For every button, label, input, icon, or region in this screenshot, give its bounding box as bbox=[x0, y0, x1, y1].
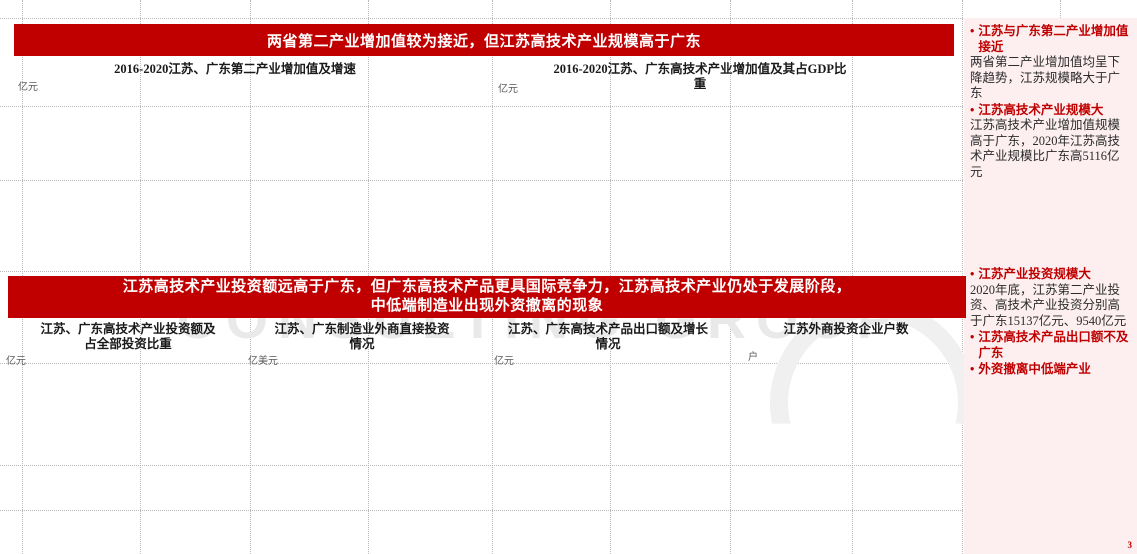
chart-hightech-exports: 江苏、广东高技术产品出口额及增长情况 亿元 bbox=[494, 322, 749, 537]
sidebar-body: 两省第二产业增加值均呈下降趋势，江苏规模略大于广东 bbox=[970, 55, 1121, 100]
chart3-plot bbox=[56, 372, 196, 467]
sidebar-body: 2020年底，江苏第二产业投资、高技术产业投资分别高于广东15137亿元、954… bbox=[970, 282, 1127, 328]
sidebar-bullet: • 江苏与广东第二产业增加值接近 bbox=[970, 24, 1131, 55]
sidebar-bullet: • 江苏高技术产品出口额不及广东 bbox=[970, 330, 1131, 361]
chart-hightech-value-gdp: 2016-2020江苏、广东高技术产业增加值及其占GDP比重 亿元 bbox=[480, 62, 950, 262]
guide-line bbox=[0, 465, 1137, 466]
banner2-line2: 中低端制造业出现外资撤离的现象 bbox=[370, 298, 604, 314]
chart2-unit-left: 亿元 bbox=[498, 84, 518, 95]
chart4-unit-left: 亿美元 bbox=[248, 356, 278, 367]
chart-fdi-enterprise-count: 江苏外商投资企业户数 户 bbox=[748, 322, 963, 537]
sidebar-bullet: • 江苏产业投资规模大 bbox=[970, 267, 1131, 283]
headline-banner-top: 两省第二产业增加值较为接近，但江苏高技术产业规模高于广东 bbox=[14, 24, 954, 56]
guide-line bbox=[0, 18, 1137, 19]
sidebar-gap bbox=[970, 181, 1131, 267]
bullet-dot-icon: • bbox=[970, 267, 975, 281]
sidebar-block: • 外资撤离中低端产业 bbox=[970, 362, 1131, 378]
chart1-unit-left: 亿元 bbox=[18, 82, 38, 93]
chart4-title: 江苏、广东制造业外商直接投资情况 bbox=[274, 322, 450, 351]
guide-line bbox=[0, 363, 1137, 364]
chart2-plot bbox=[555, 104, 865, 219]
sidebar-bullet-text: 江苏高技术产业规模大 bbox=[978, 102, 1104, 117]
chart2-title: 2016-2020江苏、广东高技术产业增加值及其占GDP比重 bbox=[553, 62, 847, 91]
chart1-plot bbox=[72, 94, 402, 219]
chart-second-industry-value: 2016-2020江苏、广东第二产业增加值及增速 亿元 bbox=[10, 62, 465, 262]
banner2-line1: 江苏高技术产业投资额远高于广东，但广东高技术产品更具国际竞争力，江苏高技术产业仍… bbox=[122, 279, 852, 295]
page-number: 3 bbox=[1127, 540, 1133, 550]
sidebar-block: • 江苏高技术产品出口额不及广东 bbox=[970, 330, 1131, 361]
sidebar-bullet-text: 江苏产业投资规模大 bbox=[978, 267, 1091, 281]
guide-line bbox=[0, 106, 1137, 107]
bullet-dot-icon: • bbox=[970, 330, 975, 344]
headline-banner-middle: 江苏高技术产业投资额远高于广东，但广东高技术产品更具国际竞争力，江苏高技术产业仍… bbox=[8, 276, 966, 318]
sidebar-bullet-text: 江苏与广东第二产业增加值接近 bbox=[978, 24, 1129, 54]
chart6-unit-left: 户 bbox=[748, 352, 758, 363]
sidebar-bullet: • 外资撤离中低端产业 bbox=[970, 362, 1131, 378]
sidebar-bullet: • 江苏高技术产业规模大 bbox=[970, 103, 1131, 119]
chart-manufacturing-fdi: 江苏、广东制造业外商直接投资情况 亿美元 bbox=[246, 322, 496, 537]
insights-sidebar: • 江苏与广东第二产业增加值接近 两省第二产业增加值均呈下降趋势，江苏规模略大于广… bbox=[964, 18, 1137, 554]
sidebar-bullet-text: 外资撤离中低端产业 bbox=[978, 362, 1091, 376]
bullet-dot-icon: • bbox=[970, 362, 975, 376]
bullet-dot-icon: • bbox=[970, 24, 975, 38]
chart6-plot bbox=[778, 366, 923, 476]
sidebar-bullet-text: 江苏高技术产品出口额不及广东 bbox=[978, 330, 1129, 360]
chart6-title: 江苏外商投资企业户数 bbox=[783, 322, 909, 336]
chart3-unit-left: 亿元 bbox=[6, 356, 26, 367]
chart4-plot bbox=[288, 372, 433, 472]
chart5-plot bbox=[524, 374, 684, 469]
chart1-title: 2016-2020江苏、广东第二产业增加值及增速 bbox=[114, 62, 356, 76]
chart5-unit-left: 亿元 bbox=[494, 356, 514, 367]
guide-line bbox=[0, 180, 1137, 181]
sidebar-block: • 江苏产业投资规模大 2020年底，江苏第二产业投资、高技术产业投资分别高于广东… bbox=[970, 267, 1131, 329]
chart3-title: 江苏、广东高技术产业投资额及占全部投资比重 bbox=[40, 322, 216, 351]
chart-hightech-investment: 江苏、广东高技术产业投资额及占全部投资比重 亿元 bbox=[4, 322, 244, 537]
sidebar-block: • 江苏高技术产业规模大 江苏高技术产业增加值规模高于广东，2020年江苏高技术产… bbox=[970, 103, 1131, 181]
chart5-title: 江苏、广东高技术产品出口额及增长情况 bbox=[508, 322, 709, 351]
guide-line bbox=[0, 271, 1137, 272]
sidebar-body: 江苏高技术产业增加值规模高于广东，2020年江苏高技术产业规模比广东高5116亿… bbox=[970, 118, 1121, 179]
sidebar-block: • 江苏与广东第二产业增加值接近 两省第二产业增加值均呈下降趋势，江苏规模略大于广… bbox=[970, 24, 1131, 102]
bullet-dot-icon: • bbox=[970, 102, 975, 117]
guide-line bbox=[0, 510, 1137, 511]
